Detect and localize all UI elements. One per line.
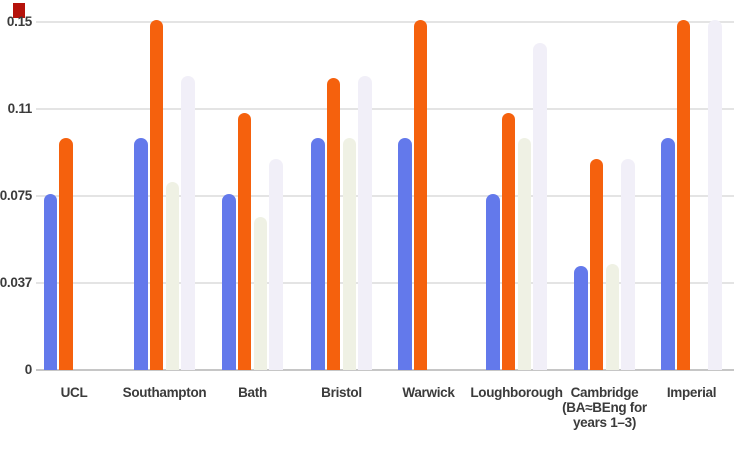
y-tick-label: 0.037 [0,275,32,290]
gridline [36,282,734,284]
bar-blue-ucl[interactable] [43,194,58,370]
bar-orange-bath[interactable] [237,112,252,370]
gridline [36,195,734,197]
bar-orange-southampton[interactable] [149,20,164,370]
bar-pale-lavender-imperial[interactable] [708,20,722,370]
y-tick-label: 0 [24,362,33,377]
x-category-label: Southampton [122,385,207,400]
bar-pale-lavender-bristol[interactable] [358,75,372,370]
bar-blue-warwick[interactable] [398,138,412,370]
bar-pale-lavender-southampton[interactable] [181,75,195,370]
x-category-label: Warwick [402,385,455,400]
bar-pale-lavender-cambridge[interactable] [621,159,635,370]
y-tick-label: 0.15 [6,14,32,29]
bar-blue-bristol[interactable] [311,138,325,370]
bar-blue-loughborough[interactable] [486,194,500,370]
x-category-label: Loughborough [470,385,563,400]
bar-orange-ucl[interactable] [59,138,73,370]
x-category-label: UCL [60,385,88,400]
bar-pale-green-cambridge[interactable] [605,263,620,370]
bar-blue-cambridge[interactable] [574,265,588,370]
bar-pale-green-bath[interactable] [253,217,268,370]
bar-orange-cambridge[interactable] [589,159,604,370]
bar-pale-green-bristol[interactable] [342,138,357,370]
x-category-label: Bath [238,385,267,400]
y-tick-label: 0.075 [0,188,32,203]
bar-blue-southampton[interactable] [134,138,148,370]
y-tick-label: 0.11 [7,101,33,116]
bar-orange-imperial[interactable] [676,20,691,370]
red-marker [13,3,25,18]
bar-blue-bath[interactable] [222,194,236,370]
gridline [36,108,734,110]
x-category-label: Cambridge (BA≈BEng for years 1–3) [562,385,647,431]
bar-orange-bristol[interactable] [326,78,341,370]
bar-pale-lavender-bath[interactable] [269,159,283,370]
x-category-label: Bristol [321,385,362,400]
bar-pale-green-southampton[interactable] [165,182,180,370]
x-axis-line [36,369,734,371]
bar-pale-lavender-loughborough[interactable] [533,43,547,370]
x-category-label: Imperial [666,385,717,400]
bar-pale-green-loughborough[interactable] [517,138,532,370]
gridline [36,21,734,23]
bar-orange-loughborough[interactable] [501,112,516,370]
bar-orange-warwick[interactable] [413,20,428,370]
bar-blue-imperial[interactable] [661,138,675,370]
